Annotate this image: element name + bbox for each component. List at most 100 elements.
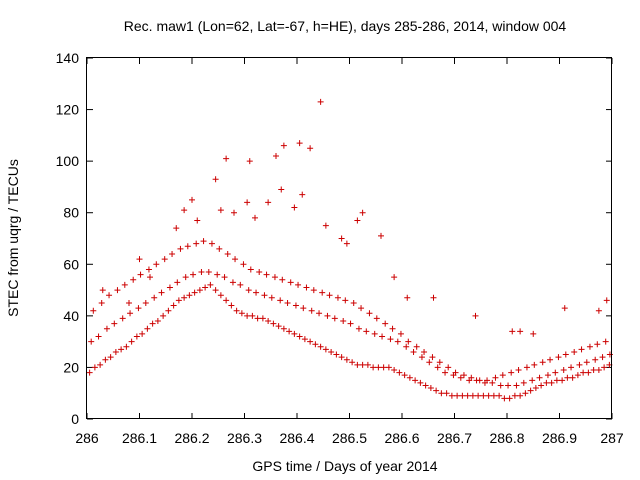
data-point [552,369,559,376]
data-point [144,325,151,332]
data-point [217,207,224,214]
data-point [273,152,279,159]
data-point [301,336,308,343]
data-point [391,367,398,374]
data-point [299,191,306,198]
data-point [371,330,378,337]
data-point [317,343,324,350]
data-point [307,338,314,345]
data-point [160,312,167,319]
data-point [198,269,205,276]
data-point [561,305,568,312]
data-point [205,269,212,276]
data-point [379,333,386,340]
data-point [469,392,476,399]
data-point [334,294,341,301]
data-point [98,299,105,306]
data-point [317,98,324,105]
data-point [342,297,349,304]
data-point [499,372,506,379]
data-point [147,274,153,281]
data-point [181,294,188,301]
data-point [310,287,317,294]
data-point [114,287,121,294]
data-point [442,369,449,376]
data-point [207,281,214,288]
data-point [166,284,173,291]
data-point [193,240,200,247]
data-point [405,338,412,345]
data-point [401,372,408,379]
data-point [142,299,149,306]
data-point [231,209,237,216]
data-point [223,155,230,162]
data-point [515,367,522,374]
data-point [174,279,181,286]
data-point [322,222,329,229]
data-point [532,385,539,392]
y-tick-label: 0 [71,411,79,427]
data-point [522,390,529,397]
data-point [154,318,161,325]
data-point [538,382,545,389]
data-point [300,305,307,312]
x-tick-label: 287 [600,430,624,446]
y-tick-label: 100 [56,153,80,169]
data-point [492,374,499,381]
data-point [186,292,193,299]
data-point [484,377,491,384]
data-point [539,359,546,366]
data-point [111,320,118,327]
data-point [291,204,298,211]
data-point [454,392,461,399]
data-point [153,261,160,268]
data-point [175,297,182,304]
data-point [261,292,268,299]
data-point [340,318,347,325]
data-point [403,343,410,350]
data-point [338,235,345,242]
y-axis: 0 20 40 60 80 100 120 140 [56,50,612,427]
data-points [86,98,613,402]
data-point [404,294,411,301]
data-point [287,279,294,286]
data-point [382,320,389,327]
data-point [151,294,158,301]
data-point [396,369,403,376]
data-point [517,328,524,335]
data-point [128,338,135,345]
data-point [562,351,569,358]
data-point [531,361,538,368]
data-point [472,312,479,319]
y-axis-label: STEC from uqrg / TECUs [5,159,21,317]
data-point [221,274,228,281]
data-point [378,232,384,239]
data-point [536,374,543,381]
data-point [106,292,113,299]
data-point [366,310,373,317]
data-point [233,307,240,314]
data-point [523,364,530,371]
data-point [322,346,329,353]
data-point [513,382,520,389]
data-point [568,364,575,371]
data-point [475,392,482,399]
data-point [380,364,387,371]
data-point [237,281,244,288]
data-point [232,256,239,263]
data-point [583,359,590,366]
x-axis-label: GPS time / Days of year 2014 [252,458,437,474]
data-point [576,361,583,368]
data-point [434,364,441,371]
data-point [133,333,140,340]
data-point [238,310,245,317]
data-point [137,271,144,278]
data-point [387,336,394,343]
data-point [127,310,134,317]
data-point [359,209,366,216]
data-point [578,346,585,353]
y-tick-label: 40 [63,308,79,324]
data-point [263,271,270,278]
data-point [244,312,251,319]
